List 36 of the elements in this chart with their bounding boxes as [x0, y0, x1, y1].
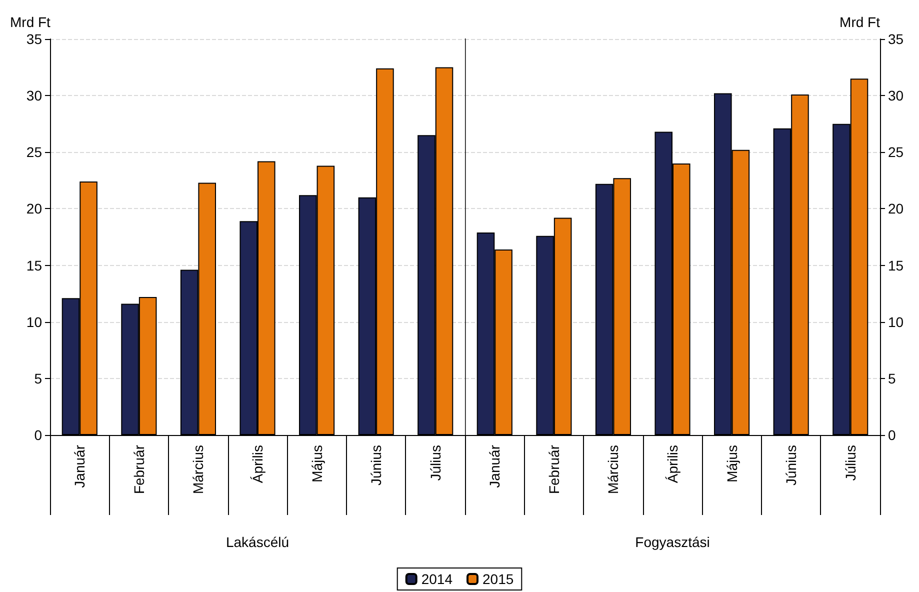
x-axis-title: Lakáscélú — [226, 534, 290, 550]
x-axis-title: Fogyasztási — [635, 534, 710, 550]
y-tick-label: 35 — [26, 31, 42, 47]
y-axis-title: Mrd Ft — [10, 14, 51, 30]
y2-tick-label: 20 — [888, 200, 904, 217]
y-tick-label: 0 — [34, 427, 42, 443]
y-tick-label: 5 — [34, 370, 42, 386]
x-tick-label: Június — [783, 445, 800, 486]
legend-label: 2015 — [482, 571, 514, 587]
y2-tick-label: 15 — [888, 257, 904, 274]
x-tick-label: Július — [842, 445, 858, 481]
x-tick-label: Április — [664, 445, 680, 484]
x-tick-label: Március — [605, 445, 622, 494]
y2-tick-label: 10 — [888, 314, 904, 330]
y-tick-label: 15 — [26, 257, 42, 274]
x-tick-label: Június — [368, 445, 384, 486]
y2-tick-label: 35 — [888, 31, 904, 47]
x-tick-label: Május — [308, 445, 325, 482]
x-tick-label: Január — [72, 444, 88, 488]
y2-tick-label: 30 — [888, 88, 904, 104]
x-tick-label: Május — [724, 445, 740, 482]
legend-label: 2014 — [421, 571, 453, 587]
x-tick-label: Január — [486, 444, 503, 488]
x-tick-label: Március — [190, 445, 206, 494]
y-tick-label: 20 — [26, 200, 42, 217]
x-tick-label: Július — [427, 445, 444, 481]
x-tick-label: Február — [130, 444, 147, 494]
y2-tick-label: 25 — [888, 144, 904, 160]
y-tick-label: 10 — [26, 314, 42, 330]
y2-axis-title: Mrd Ft — [840, 14, 880, 30]
y2-tick-label: 5 — [888, 370, 896, 386]
y-tick-label: 30 — [26, 88, 42, 104]
x-tick-label: Április — [250, 445, 266, 484]
y-tick-label: 25 — [26, 144, 42, 160]
y2-tick-label: 0 — [888, 427, 896, 443]
x-tick-label: Február — [546, 444, 562, 494]
